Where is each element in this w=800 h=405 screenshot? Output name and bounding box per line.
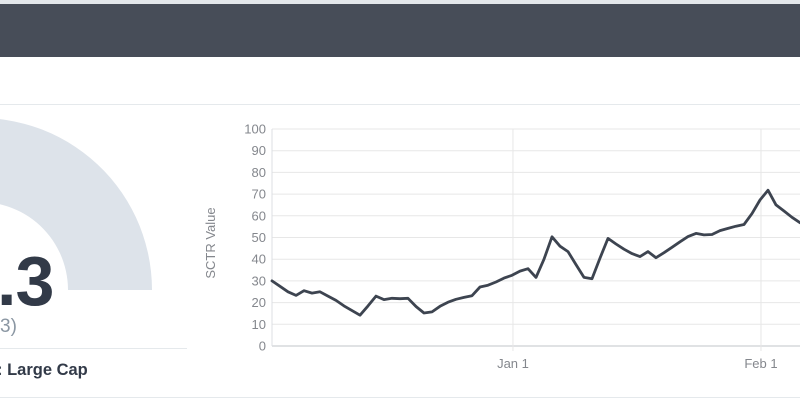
- gauge-arc: [0, 119, 152, 290]
- sctr-line-chart-svg: 0 10 20 30 40 50 60 70 80 90 100 Jan 1 Feb 1 SCTR Val…: [203, 122, 800, 371]
- y-tick-label: 70: [252, 187, 266, 202]
- y-tick-label: 10: [252, 317, 266, 332]
- left-panel-divider: [0, 348, 187, 349]
- y-tick-label: 40: [252, 252, 266, 267]
- sctr-as-of-date: 3): [0, 316, 17, 337]
- sctr-gauge: [0, 119, 152, 290]
- y-tick-label: 50: [252, 230, 266, 245]
- content-top-border: [0, 104, 800, 105]
- y-tick-label: 60: [252, 208, 266, 223]
- y-tick-label: 0: [259, 339, 266, 354]
- sctr-value: .3: [0, 242, 54, 320]
- y-tick-label: 100: [244, 122, 266, 137]
- y-tick-label: 80: [252, 165, 266, 180]
- sctr-series-line: [270, 188, 800, 317]
- x-tick-label: Jan 1: [497, 356, 529, 371]
- sctr-line-chart: 0 10 20 30 40 50 60 70 80 90 100 Jan 1 Feb 1 SCTR Val…: [200, 105, 800, 400]
- y-tick-label: 20: [252, 295, 266, 310]
- y-axis-title: SCTR Value: [203, 207, 218, 278]
- y-tick-label: 90: [252, 143, 266, 158]
- y-tick-label: 30: [252, 273, 266, 288]
- page-top-strip: [0, 0, 800, 4]
- top-nav-bar: [0, 4, 800, 57]
- x-tick-label: Feb 1: [744, 356, 777, 371]
- universe-label: : Large Cap: [0, 361, 88, 379]
- content-bottom-border: [0, 397, 800, 398]
